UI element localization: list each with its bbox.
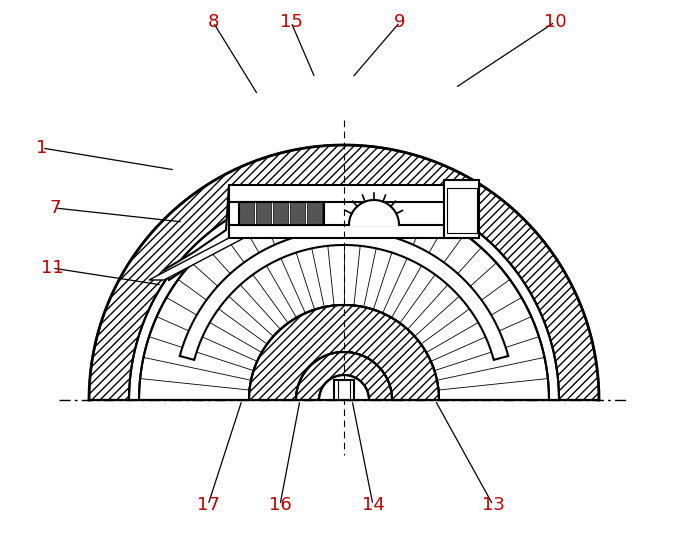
Polygon shape — [447, 188, 477, 233]
Text: 9: 9 — [394, 13, 406, 31]
Text: 13: 13 — [482, 496, 504, 514]
Text: 10: 10 — [544, 13, 566, 31]
Text: 15: 15 — [279, 13, 303, 31]
Polygon shape — [129, 185, 559, 400]
Polygon shape — [349, 200, 399, 225]
Text: 14: 14 — [362, 496, 385, 514]
Text: 16: 16 — [268, 496, 292, 514]
Polygon shape — [89, 145, 599, 400]
Text: 1: 1 — [36, 139, 47, 157]
Text: 11: 11 — [41, 259, 63, 277]
Polygon shape — [290, 202, 305, 225]
Polygon shape — [273, 202, 288, 225]
Polygon shape — [334, 380, 354, 400]
Polygon shape — [149, 238, 244, 280]
Polygon shape — [307, 202, 322, 225]
Text: 7: 7 — [50, 199, 61, 217]
Polygon shape — [229, 185, 444, 202]
Polygon shape — [444, 180, 479, 238]
Polygon shape — [296, 352, 392, 400]
Polygon shape — [139, 195, 549, 400]
Text: 8: 8 — [207, 13, 219, 31]
Text: 17: 17 — [197, 496, 219, 514]
Polygon shape — [249, 305, 439, 400]
Polygon shape — [229, 185, 479, 238]
Polygon shape — [256, 202, 271, 225]
Polygon shape — [229, 225, 479, 238]
Polygon shape — [164, 185, 229, 280]
Polygon shape — [180, 230, 508, 360]
Polygon shape — [239, 202, 255, 225]
